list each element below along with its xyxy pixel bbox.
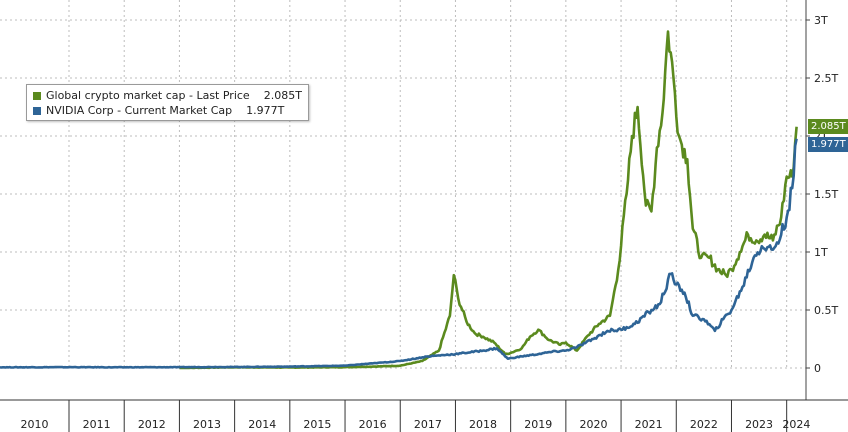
x-tick-label: 2011 (83, 418, 111, 431)
last-value-tag-nvidia: 1.977T (808, 136, 848, 152)
legend-swatch-crypto (33, 91, 41, 100)
series-line-nvidia (0, 138, 798, 369)
series-line-crypto (179, 30, 798, 370)
legend-label-nvidia: NVIDIA Corp - Current Market Cap (46, 104, 233, 117)
x-tick-label: 2012 (138, 418, 166, 431)
series-lines (0, 30, 798, 370)
x-tick-label: 2017 (414, 418, 442, 431)
x-tick-label: 2020 (579, 418, 607, 431)
x-tick-label: 2018 (469, 418, 497, 431)
x-axis-ticks: 2010 2011 2012 2013 2014 2015 2016 2017 2018 2019… (21, 418, 811, 431)
legend-label-crypto: Global crypto market cap - Last Price (46, 89, 250, 102)
x-tick-label: 2010 (21, 418, 49, 431)
y-tick-label: 2.5T (814, 72, 838, 85)
x-tick-label: 2023 (745, 418, 773, 431)
x-tick-label: 2014 (248, 418, 276, 431)
legend-entry-nvidia: NVIDIA Corp - Current Market Cap 1.977T (33, 103, 302, 118)
x-tick-label: 2024 (782, 418, 810, 431)
y-tick-label: 3T (814, 14, 828, 27)
x-tick-label: 2015 (303, 418, 331, 431)
last-value-tag-crypto: 2.085T (808, 118, 848, 134)
gridlines (0, 0, 806, 369)
x-tick-label: 2019 (524, 418, 552, 431)
y-tick-label: 1.5T (814, 188, 838, 201)
y-tick-label: 0.5T (814, 304, 838, 317)
legend-entry-crypto: Global crypto market cap - Last Price 2.… (33, 88, 302, 103)
x-tick-label: 2022 (690, 418, 718, 431)
x-tick-label: 2021 (635, 418, 663, 431)
y-tick-label: 0 (814, 362, 821, 375)
legend-value-nvidia: 1.977T (246, 104, 285, 117)
legend-swatch-nvidia (33, 106, 41, 115)
x-tick-label: 2013 (193, 418, 221, 431)
legend: Global crypto market cap - Last Price 2.… (26, 84, 309, 121)
legend-value-crypto: 2.085T (263, 89, 302, 102)
x-tick-label: 2016 (359, 418, 387, 431)
y-tick-label: 1T (814, 246, 828, 259)
